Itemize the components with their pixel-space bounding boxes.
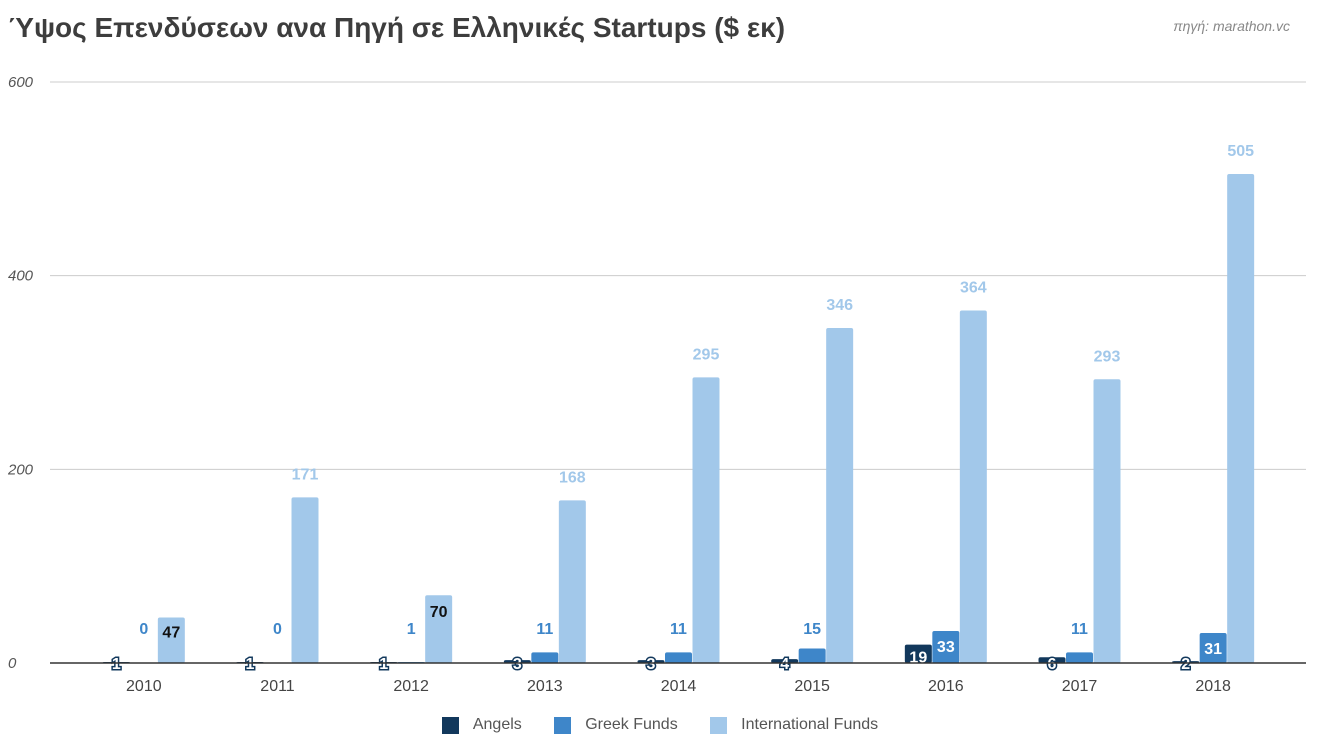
bar-angels-2015 [771,659,799,663]
legend-item-international-funds[interactable]: International Funds [710,716,878,734]
data-label-angels-2011: 1 [246,656,255,673]
data-label-international-funds-2012: 70 [430,604,448,621]
legend: Angels Greek Funds International Funds [0,716,1320,739]
data-label-angels-2015: 4 [780,656,789,673]
data-label-international-funds-2013: 168 [559,469,586,486]
bar-international-funds-2012 [425,595,453,663]
bar-greek-funds-2015 [798,648,826,663]
bar-greek-funds-2014 [665,652,692,663]
bar-international-funds-2014 [692,377,720,663]
data-label-international-funds-2017: 293 [1094,348,1121,365]
y-tick-label-200: 200 [7,461,34,478]
data-label-greek-funds-2015: 15 [803,621,821,638]
legend-item-angels[interactable]: Angels [441,716,522,734]
bar-international-funds-2015 [826,327,854,663]
data-label-angels-2018: 2 [1181,656,1190,673]
data-label-greek-funds-2018: 31 [1204,641,1222,658]
data-label-greek-funds-2014: 11 [670,621,687,638]
bar-greek-funds-2013 [531,652,559,663]
x-tick-label-2013: 2013 [527,678,563,695]
data-label-greek-funds-2017: 11 [1071,621,1088,638]
data-label-greek-funds-2010: 0 [139,621,148,638]
legend-swatch-angels [441,716,459,734]
legend-label-greek-funds: Greek Funds [585,716,678,733]
legend-swatch-greek-funds [554,716,572,734]
x-tick-label-2011: 2011 [260,678,295,695]
data-label-greek-funds-2011: 0 [273,621,282,638]
data-label-international-funds-2011: 171 [292,466,319,483]
chart-title: Ύψος Επενδύσεων ανα Πηγή σε Ελληνικές St… [8,12,786,43]
data-label-angels-2010: 1 [112,656,121,673]
y-tick-label-0: 0 [8,655,17,672]
bar-international-funds-2011 [291,497,319,663]
bar-greek-funds-2018 [1199,632,1227,663]
data-label-international-funds-2014: 295 [693,346,720,363]
data-label-angels-2016: 19 [909,650,927,667]
x-tick-label-2018: 2018 [1195,678,1231,695]
x-tick-label-2014: 2014 [661,678,697,695]
bar-international-funds-2018 [1227,173,1255,663]
bar-international-funds-2016 [959,310,987,663]
data-label-angels-2014: 3 [647,656,656,673]
data-label-international-funds-2015: 346 [826,297,853,314]
bar-greek-funds-2017 [1066,652,1093,663]
y-tick-label-400: 400 [8,268,34,285]
x-tick-label-2012: 2012 [393,678,429,695]
bar-international-funds-2017 [1093,379,1121,663]
data-label-international-funds-2016: 364 [960,280,987,297]
data-label-angels-2017: 6 [1048,656,1057,673]
data-label-greek-funds-2016: 33 [937,639,955,656]
bar-international-funds-2010 [157,617,185,663]
data-label-greek-funds-2013: 11 [536,621,553,638]
bar-angels-2016 [904,644,932,663]
x-tick-label-2015: 2015 [794,678,830,695]
data-label-greek-funds-2012: 1 [407,621,416,638]
data-label-international-funds-2010: 47 [162,624,180,641]
x-tick-label-2010: 2010 [126,678,162,695]
bar-greek-funds-2016 [932,631,960,663]
data-label-angels-2012: 1 [379,656,388,673]
legend-item-greek-funds[interactable]: Greek Funds [554,716,678,734]
x-tick-label-2016: 2016 [928,678,964,695]
x-tick-label-2017: 2017 [1062,678,1098,695]
legend-swatch-international-funds [710,716,728,734]
bar-angels-2017 [1038,657,1066,663]
source-note: πηγή: marathon.vc [1173,18,1290,34]
y-tick-label-600: 600 [8,74,34,91]
legend-label-international-funds: International Funds [741,716,879,733]
legend-label-angels: Angels [472,716,522,733]
bar-international-funds-2013 [558,500,586,663]
data-label-angels-2013: 3 [513,656,522,673]
data-label-international-funds-2018: 505 [1227,143,1254,160]
